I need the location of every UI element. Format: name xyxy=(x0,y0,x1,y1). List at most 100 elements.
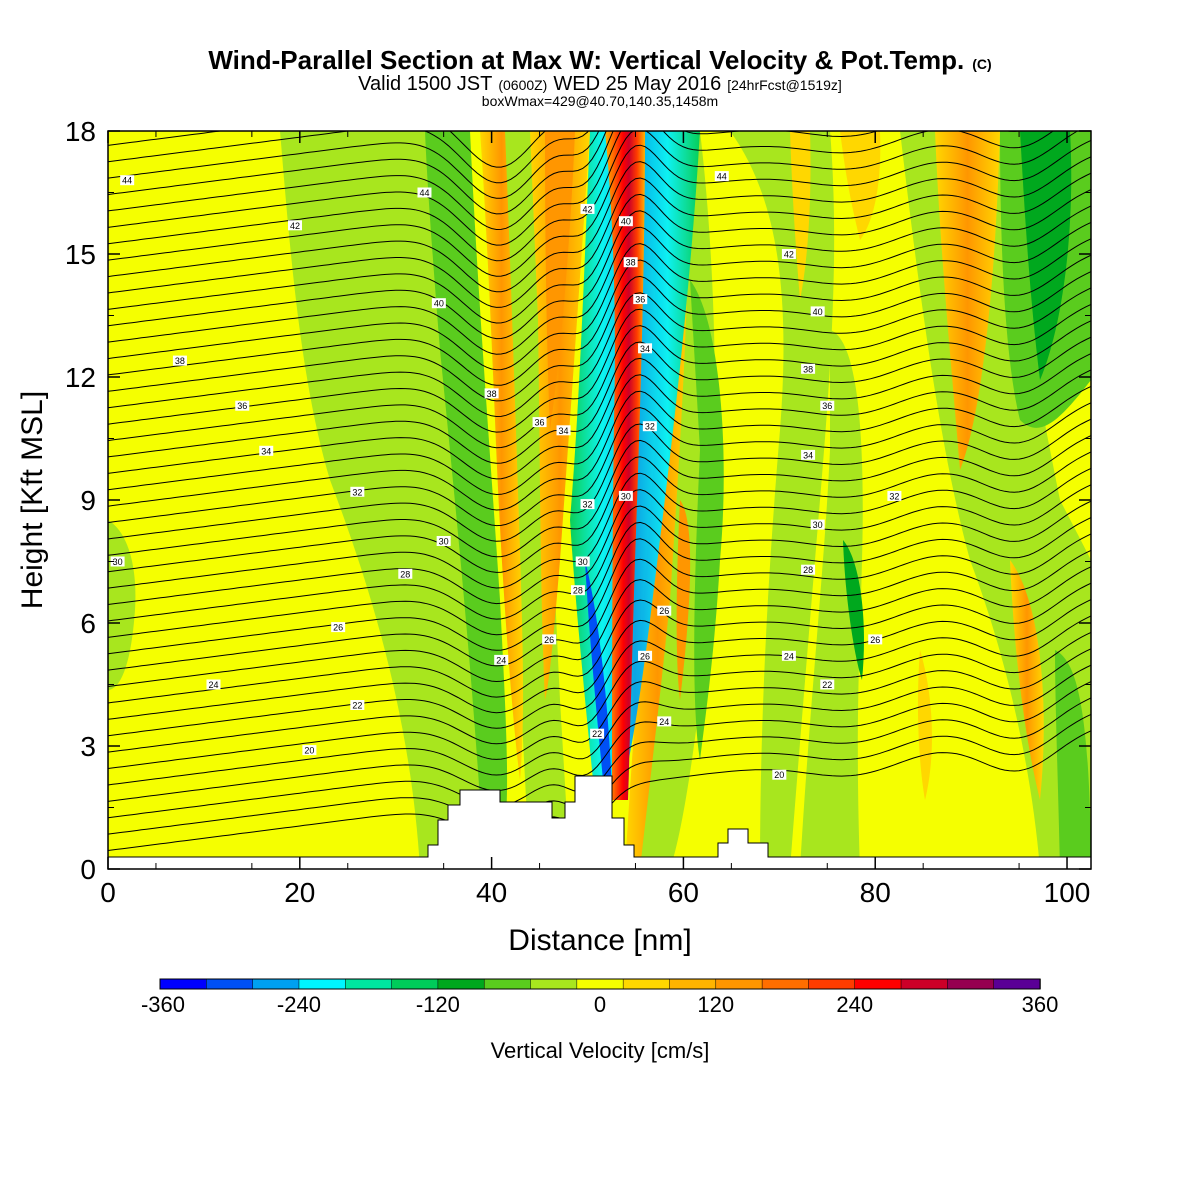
isentrope xyxy=(108,631,1091,753)
colorbar-swatch xyxy=(622,978,671,990)
contour-label: 36 xyxy=(635,295,645,305)
colorbar-tick-label: -360 xyxy=(141,992,185,1017)
x-tick-label: 40 xyxy=(476,877,507,908)
contour-label: 38 xyxy=(487,389,497,399)
colorbar-swatch xyxy=(206,978,254,990)
isentrope xyxy=(108,599,1091,720)
isentrope xyxy=(108,131,607,215)
contour-label: 44 xyxy=(717,172,727,182)
contour-label: 36 xyxy=(535,418,545,428)
isentrope xyxy=(108,566,1091,687)
contour-label: 40 xyxy=(621,217,631,227)
field-region xyxy=(730,131,835,869)
isentrope xyxy=(108,435,1091,558)
contour-label-bg xyxy=(110,556,125,567)
contour-label: 40 xyxy=(813,307,823,317)
contour-label: 36 xyxy=(822,401,832,411)
contour-label-bg xyxy=(781,650,796,661)
contour-label-bg xyxy=(431,298,446,309)
y-tick-label: 6 xyxy=(80,608,96,639)
contour-label-bg xyxy=(590,728,605,739)
contour-label-bg xyxy=(580,203,595,214)
contour-label-bg xyxy=(868,634,883,645)
contour-label: 44 xyxy=(122,176,132,186)
isentrope xyxy=(108,221,1091,355)
contour-label-bg xyxy=(331,622,346,633)
isentrope xyxy=(108,238,1091,371)
contour-label: 24 xyxy=(496,655,506,665)
contour-label: 42 xyxy=(784,250,794,260)
isentrope xyxy=(108,254,1091,386)
isentrope xyxy=(108,287,1091,418)
contour-label: 34 xyxy=(640,344,650,354)
colorbar-swatch xyxy=(298,978,347,990)
isentrope xyxy=(108,402,1091,527)
contour-label: 28 xyxy=(400,569,410,579)
contour-label-bg xyxy=(417,187,432,198)
field-region xyxy=(935,131,1000,470)
field-region xyxy=(530,131,590,700)
colorbar-swatch xyxy=(761,978,810,990)
field-region xyxy=(843,540,864,680)
field-region xyxy=(917,650,932,800)
contour-label-bg xyxy=(772,769,787,780)
colorbar-swatch xyxy=(947,978,995,990)
field-region xyxy=(690,280,724,760)
isentropes xyxy=(108,131,1091,851)
contour-label-bg xyxy=(206,679,221,690)
colorbar-tick-label: 240 xyxy=(836,992,873,1017)
contour-labels: 44 44 42 40 38 36 34 32 30 30 28 26 24 22 20 38 36 24 26 42… xyxy=(110,171,902,780)
chart-subtitle-2: boxWmax=429@40.70,140.35,1458m xyxy=(482,93,718,109)
contour-label-bg xyxy=(887,490,902,501)
isentrope xyxy=(108,271,1091,402)
colorbar-swatch xyxy=(808,978,856,990)
isentrope xyxy=(108,369,1091,496)
field-region xyxy=(585,560,612,800)
y-tick-label: 15 xyxy=(65,239,96,270)
isentrope xyxy=(108,205,1091,340)
contour-label: 20 xyxy=(774,770,784,780)
y-tick-label: 9 xyxy=(80,485,96,516)
contour-label: 20 xyxy=(304,746,314,756)
colorbar-label: Vertical Velocity [cm/s] xyxy=(491,1038,710,1063)
y-axis-label: Height [Kft MSL] xyxy=(16,391,49,609)
y-tick-label: 18 xyxy=(65,116,96,147)
contour-label: 32 xyxy=(583,500,593,510)
contour-label: 30 xyxy=(578,557,588,567)
colorbar-swatch xyxy=(437,978,485,990)
colorbar-swatch xyxy=(993,978,1041,990)
colorbar-swatch xyxy=(669,978,717,990)
isentrope xyxy=(108,582,1091,704)
contour-label: 22 xyxy=(352,701,362,711)
isentrope xyxy=(108,664,1091,786)
contour-label-bg xyxy=(638,343,653,354)
contour-label: 24 xyxy=(784,651,794,661)
contour-label-bg xyxy=(350,486,365,497)
colorbar-swatch xyxy=(900,978,949,990)
y-tick-label: 0 xyxy=(80,854,96,885)
contour-label: 32 xyxy=(645,422,655,432)
contour-label: 22 xyxy=(592,729,602,739)
isentrope xyxy=(108,336,1091,464)
contour-label-bg xyxy=(350,700,365,710)
field-region xyxy=(1010,560,1044,800)
colorbar-tick-label: 120 xyxy=(697,992,734,1017)
contour-label-bg xyxy=(302,745,317,756)
contour-label-bg xyxy=(618,490,633,501)
contour-label-bg xyxy=(484,388,499,399)
isentrope xyxy=(108,500,1091,622)
contour-label-bg xyxy=(556,425,571,436)
contour-label: 30 xyxy=(439,537,449,547)
contour-label-bg xyxy=(532,417,547,428)
contour-label-bg xyxy=(120,175,135,186)
contour-label-bg xyxy=(580,499,595,510)
isentrope xyxy=(108,320,1091,449)
contour-label-bg xyxy=(657,716,672,727)
contour-label: 26 xyxy=(333,623,343,633)
isentrope xyxy=(108,131,1023,231)
contour-label: 34 xyxy=(559,426,569,436)
isentrope xyxy=(108,484,1091,605)
contour-label: 40 xyxy=(434,299,444,309)
contour-label-bg xyxy=(810,519,825,530)
